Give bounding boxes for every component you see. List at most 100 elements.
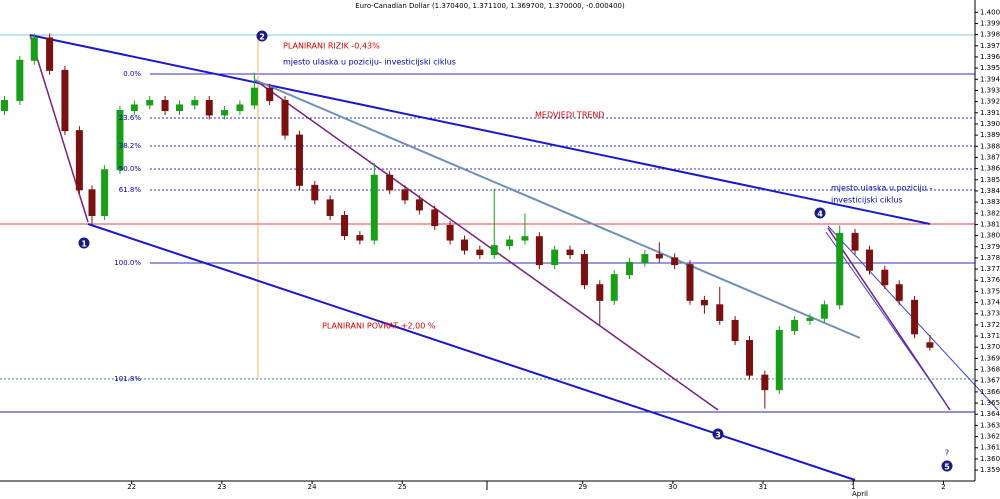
candle-body xyxy=(146,99,154,106)
candle-body xyxy=(671,257,679,266)
candle-body xyxy=(551,249,559,266)
chart-title: Euro-Canadian Dollar (1.370400, 1.371100… xyxy=(355,2,625,10)
candle-body xyxy=(311,184,319,201)
y-tick-label: 1.365 xyxy=(980,399,1000,407)
candle-body xyxy=(895,284,903,301)
y-tick-label: 1.376 xyxy=(980,276,1000,284)
annotation: mjesto ulaska u poziciju - xyxy=(831,184,932,193)
y-tick-label: 1.396 xyxy=(980,53,1000,61)
candle-body xyxy=(791,319,799,331)
y-tick-label: 1.377 xyxy=(980,265,1000,273)
candle-body xyxy=(926,342,934,348)
y-tick-label: 1.392 xyxy=(980,98,1000,106)
wave-marker xyxy=(256,30,268,42)
candle-body xyxy=(341,214,349,237)
candle-body xyxy=(16,59,24,101)
candle-body xyxy=(686,264,694,301)
candle-body xyxy=(236,104,244,112)
x-tick-label: 23 xyxy=(217,483,226,491)
y-tick-label: 1.387 xyxy=(980,153,1000,161)
fib-label: 100.0% xyxy=(114,259,141,267)
candle-body xyxy=(370,174,378,241)
y-tick-label: 1.360 xyxy=(980,455,1000,463)
fib-label: 61.8% xyxy=(119,186,142,194)
y-tick-label: 1.379 xyxy=(980,243,1000,251)
y-tick-label: 1.359 xyxy=(980,466,1000,474)
wave-marker xyxy=(814,207,826,219)
candle-body xyxy=(175,104,183,112)
y-tick-label: 1.370 xyxy=(980,343,1000,351)
candle-body xyxy=(580,254,588,286)
candle-body xyxy=(401,189,409,201)
candle-body xyxy=(731,319,739,342)
fib-label: 38.2% xyxy=(119,142,142,150)
trend-line xyxy=(254,79,861,339)
candle-body xyxy=(700,299,708,306)
candle-body xyxy=(865,249,873,271)
y-tick-label: 1.400 xyxy=(980,8,1000,16)
candle-body xyxy=(476,249,484,256)
trend-line xyxy=(825,231,946,403)
candle-body xyxy=(641,254,649,263)
wave-marker xyxy=(941,460,953,472)
candle-body xyxy=(356,235,364,241)
y-tick-label: 1.386 xyxy=(980,165,1000,173)
candle-body xyxy=(205,99,213,116)
y-tick-label: 1.367 xyxy=(980,377,1000,385)
y-tick-label: 1.361 xyxy=(980,444,1000,452)
candle-body xyxy=(415,199,423,211)
wave-label: ? xyxy=(945,449,949,458)
annotation: investicijski ciklus xyxy=(831,196,903,205)
y-tick-label: 1.369 xyxy=(980,354,1000,362)
y-tick-label: 1.398 xyxy=(980,31,1000,39)
candle-body xyxy=(836,232,844,306)
annotation: PLANIRANI RIZIK -0,43% xyxy=(283,42,380,51)
fib-label: 23.6% xyxy=(119,114,142,122)
candle-body xyxy=(461,239,469,251)
candle-body xyxy=(655,254,663,259)
y-tick-label: 1.389 xyxy=(980,131,1000,139)
candle-body xyxy=(130,104,138,112)
y-tick-label: 1.399 xyxy=(980,19,1000,27)
candle-body xyxy=(521,236,529,241)
y-tick-label: 1.383 xyxy=(980,198,1000,206)
month-label: April xyxy=(852,490,868,498)
x-tick-label: 1 xyxy=(851,483,855,491)
x-tick-label: 22 xyxy=(127,483,136,491)
y-tick-label: 1.374 xyxy=(980,299,1000,307)
candle-body xyxy=(820,304,828,319)
x-tick-label: 31 xyxy=(759,483,768,491)
x-tick-label: 29 xyxy=(578,483,587,491)
candle-body xyxy=(806,317,814,321)
candle-body xyxy=(30,37,38,61)
y-tick-label: 1.397 xyxy=(980,42,1000,50)
candle-body xyxy=(851,232,859,251)
candle-body xyxy=(716,304,724,321)
x-tick-label: 30 xyxy=(668,483,677,491)
wave-marker xyxy=(712,428,724,440)
wave-label: 3 xyxy=(715,431,721,440)
candles xyxy=(1,33,934,409)
candle-body xyxy=(446,225,454,241)
candle-body xyxy=(161,99,169,112)
y-tick-label: 1.372 xyxy=(980,321,1000,329)
y-tick-label: 1.378 xyxy=(980,254,1000,262)
trend-line xyxy=(29,34,89,223)
y-tick-label: 1.373 xyxy=(980,310,1000,318)
y-tick-label: 1.395 xyxy=(980,64,1000,72)
wave-label: 4 xyxy=(817,210,823,219)
candle-body xyxy=(191,99,199,106)
candle-body xyxy=(911,299,919,335)
fib-label: 101.8% xyxy=(114,375,141,383)
candle-body xyxy=(46,37,54,71)
y-tick-label: 1.390 xyxy=(980,120,1000,128)
candle-body xyxy=(61,69,69,132)
annotation: mjesto ulaska u poziciju- investicijski … xyxy=(283,58,456,67)
y-tick-label: 1.385 xyxy=(980,176,1000,184)
wave-label: 1 xyxy=(81,240,87,249)
fib-label: 50.0% xyxy=(119,165,142,173)
wave-label: 5 xyxy=(944,463,950,472)
candle-body xyxy=(88,189,96,216)
trend-line xyxy=(87,223,856,481)
